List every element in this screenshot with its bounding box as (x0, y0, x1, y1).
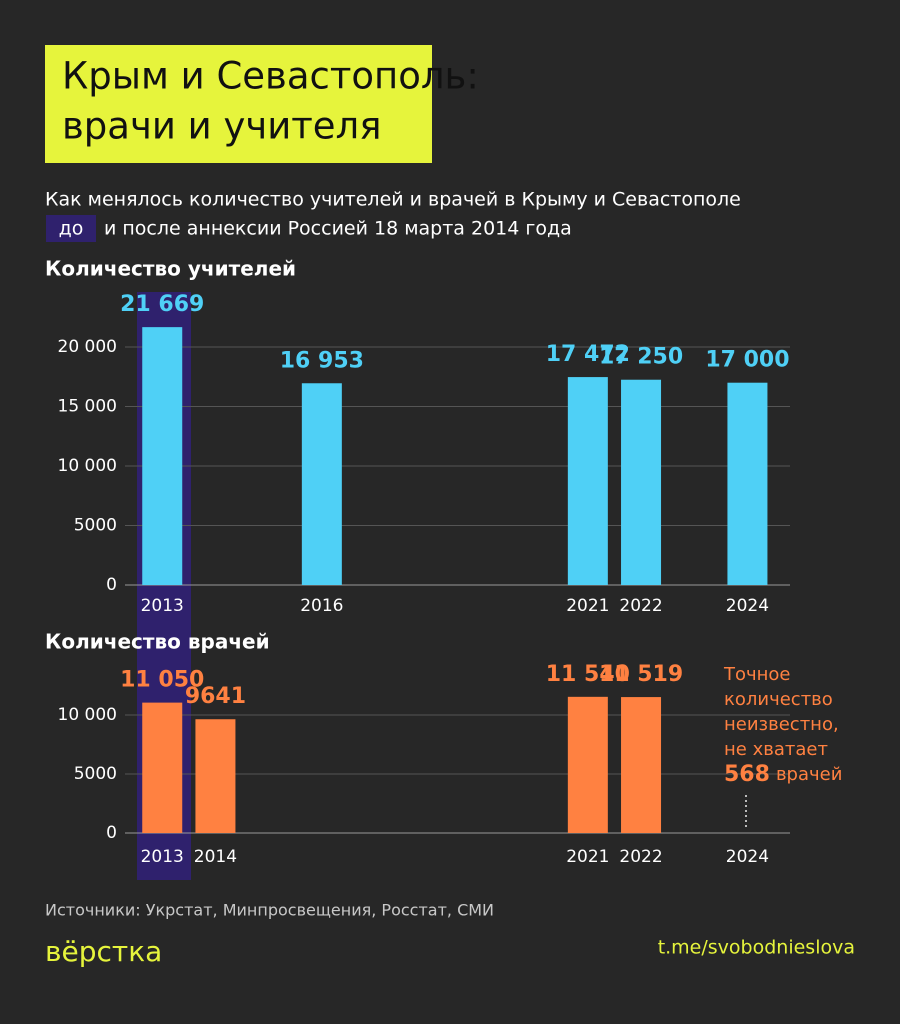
source: Источники: Укрстат, Минпросвещения, Росс… (45, 901, 494, 920)
x-tick-label: 2021 (566, 847, 609, 867)
annotation: не хватает (724, 739, 828, 760)
bar (142, 327, 183, 585)
logo: вёрстка (45, 935, 162, 968)
x-tick-label: 2014 (194, 847, 237, 867)
x-tick-label: 2021 (566, 596, 609, 616)
value-label: 17 000 (705, 348, 789, 373)
value-label: 17 250 (599, 345, 683, 370)
subtitle: Как менялось количество учителей и враче… (45, 189, 741, 211)
bar (727, 382, 768, 585)
bar (567, 377, 608, 585)
value-label: 11 519 (599, 662, 683, 687)
x-tick-label: 2022 (619, 596, 662, 616)
bar (142, 702, 183, 833)
subtitle-highlight: до (59, 218, 84, 240)
x-tick-label: 2022 (619, 847, 662, 867)
y-tick-label: 5000 (74, 516, 117, 536)
x-tick-label: 2013 (141, 847, 184, 867)
value-label: 16 953 (280, 348, 364, 373)
y-tick-label: 15 000 (58, 397, 117, 417)
annotation: 568 врачей (724, 762, 842, 787)
link: t.me/svobodnieslova (658, 937, 855, 959)
y-tick-label: 10 000 (58, 705, 117, 725)
subtitle: и после аннексии Россией 18 марта 2014 г… (104, 218, 572, 240)
title-line: Крым и Севастополь: (62, 55, 479, 98)
bar (567, 696, 608, 833)
annotation: неизвестно, (724, 714, 839, 735)
bar (621, 379, 662, 585)
highlight-key (46, 215, 96, 242)
chart-title: Количество врачей (45, 630, 270, 654)
x-tick-label: 2024 (726, 847, 769, 867)
x-tick-label: 2016 (300, 596, 343, 616)
value-label: 9641 (185, 684, 246, 709)
y-tick-label: 0 (106, 823, 117, 843)
value-label: 17 472 (546, 342, 630, 367)
chart-title: Количество учителей (45, 257, 296, 281)
y-tick-label: 10 000 (58, 456, 117, 476)
value-label: 21 669 (120, 292, 204, 317)
bar (621, 697, 662, 833)
y-tick-label: 5000 (74, 764, 117, 784)
annotation-unit: врачей (776, 764, 842, 785)
title-box (45, 45, 432, 163)
annotation: количество (724, 689, 833, 710)
x-tick-label: 2013 (141, 596, 184, 616)
value-label: 11 540 (546, 662, 630, 687)
x-tick-label: 2024 (726, 596, 769, 616)
annotation: Точное (723, 664, 791, 685)
annotation-number: 568 (724, 762, 770, 787)
bar (301, 383, 342, 585)
bar (195, 719, 236, 833)
y-tick-label: 20 000 (58, 337, 117, 357)
title-line: врачи и учителя (62, 105, 381, 148)
y-tick-label: 0 (106, 575, 117, 595)
value-label: 11 050 (120, 668, 204, 693)
